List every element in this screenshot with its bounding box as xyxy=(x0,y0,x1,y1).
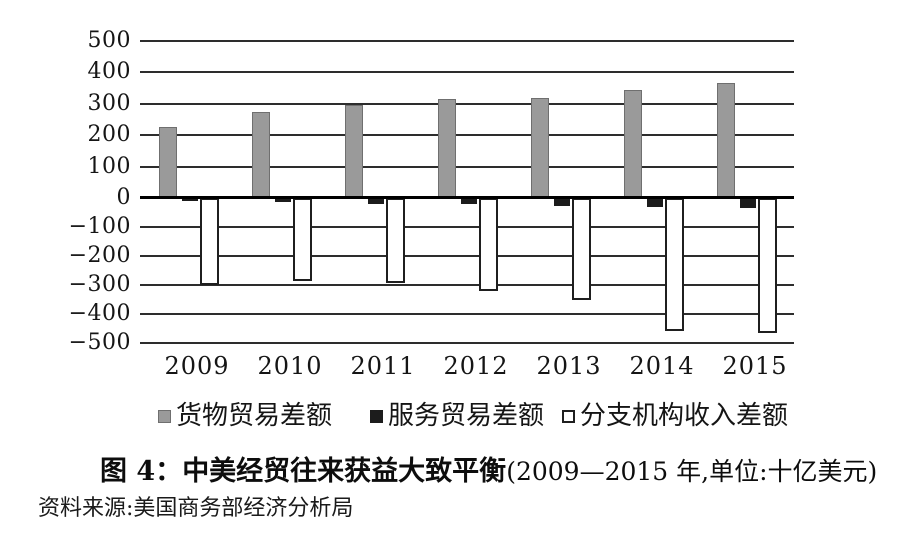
y-axis-tick-label: 200 xyxy=(87,122,131,148)
gridline xyxy=(140,102,794,105)
x-axis-label-2009: 2009 xyxy=(164,352,230,380)
x-axis-label-2013: 2013 xyxy=(536,352,602,380)
legend-item-goods: 货物贸易差额 xyxy=(158,399,332,433)
gridline xyxy=(140,134,794,137)
gridline xyxy=(140,255,794,257)
bar-货物贸易差额-2014 xyxy=(624,89,642,198)
bar-服务贸易差额-2013 xyxy=(554,198,570,206)
bar-服务贸易差额-2012 xyxy=(461,198,477,205)
gridline xyxy=(140,71,794,74)
bar-货物贸易差额-2013 xyxy=(531,97,549,198)
gridline xyxy=(140,342,794,344)
x-axis-label-2010: 2010 xyxy=(257,352,323,380)
zero-axis-line xyxy=(140,196,794,199)
gridline xyxy=(140,165,794,168)
bar-货物贸易差额-2010 xyxy=(252,112,270,198)
bar-服务贸易差额-2009 xyxy=(182,198,198,201)
legend-item-services: 服务贸易差额 xyxy=(370,399,544,433)
y-axis-tick-label: 300 xyxy=(87,90,131,116)
bar-服务贸易差额-2015 xyxy=(740,198,756,209)
y-axis-tick-label: 0 xyxy=(116,185,131,210)
x-axis-label-2015: 2015 xyxy=(722,352,788,380)
bar-分支机构收入差额-2011 xyxy=(386,198,405,283)
legend-label-services: 服务贸易差额 xyxy=(388,401,545,431)
bar-服务贸易差额-2011 xyxy=(368,198,384,204)
bar-服务贸易差额-2014 xyxy=(647,198,663,207)
legend-item-branch: 分支机构收入差额 xyxy=(562,399,788,433)
legend-label-branch: 分支机构收入差额 xyxy=(580,401,789,431)
figure-caption: 图 4：中美经贸往来获益大致平衡(2009—2015 年,单位:十亿美元) xyxy=(100,449,877,488)
y-axis-tick-label: −300 xyxy=(68,272,131,297)
gridline xyxy=(140,226,794,228)
y-axis-tick-label: −100 xyxy=(68,214,131,239)
x-axis-label-2014: 2014 xyxy=(629,352,695,380)
bar-分支机构收入差额-2014 xyxy=(665,198,684,332)
bar-分支机构收入差额-2010 xyxy=(293,198,312,282)
figure-number: 图 4： xyxy=(100,456,183,487)
y-axis-tick-label: 400 xyxy=(87,59,131,85)
x-axis-label-2011: 2011 xyxy=(350,352,416,380)
legend-label-goods: 货物贸易差额 xyxy=(176,401,333,431)
gridline xyxy=(140,40,794,42)
gridline xyxy=(140,284,794,286)
y-axis-tick-label: 500 xyxy=(87,28,131,53)
y-axis-tick-label: −500 xyxy=(68,330,131,355)
bar-分支机构收入差额-2015 xyxy=(758,198,777,334)
y-axis-tick-label: −200 xyxy=(68,243,131,268)
caption-subtitle: (2009—2015 年,单位:十亿美元) xyxy=(506,457,878,486)
bar-货物贸易差额-2011 xyxy=(345,105,363,198)
bar-分支机构收入差额-2009 xyxy=(200,198,219,285)
y-axis-tick-label: 100 xyxy=(87,153,131,179)
x-axis-label-2012: 2012 xyxy=(443,352,509,380)
legend-swatch-services-icon xyxy=(370,409,383,423)
source-note: 资料来源:美国商务部经济分析局 xyxy=(38,496,354,521)
bar-服务贸易差额-2010 xyxy=(275,198,291,203)
caption-title: 中美经贸往来获益大致平衡 xyxy=(182,456,507,487)
y-axis-tick-label: −400 xyxy=(68,301,131,326)
legend-swatch-goods-icon xyxy=(158,409,171,423)
bar-货物贸易差额-2012 xyxy=(438,99,456,198)
gridline xyxy=(140,313,794,315)
bar-货物贸易差额-2009 xyxy=(159,126,177,198)
bar-分支机构收入差额-2012 xyxy=(479,198,498,292)
legend-swatch-branch-icon xyxy=(562,409,575,423)
bar-货物贸易差额-2015 xyxy=(717,82,735,198)
bar-分支机构收入差额-2013 xyxy=(572,198,591,300)
